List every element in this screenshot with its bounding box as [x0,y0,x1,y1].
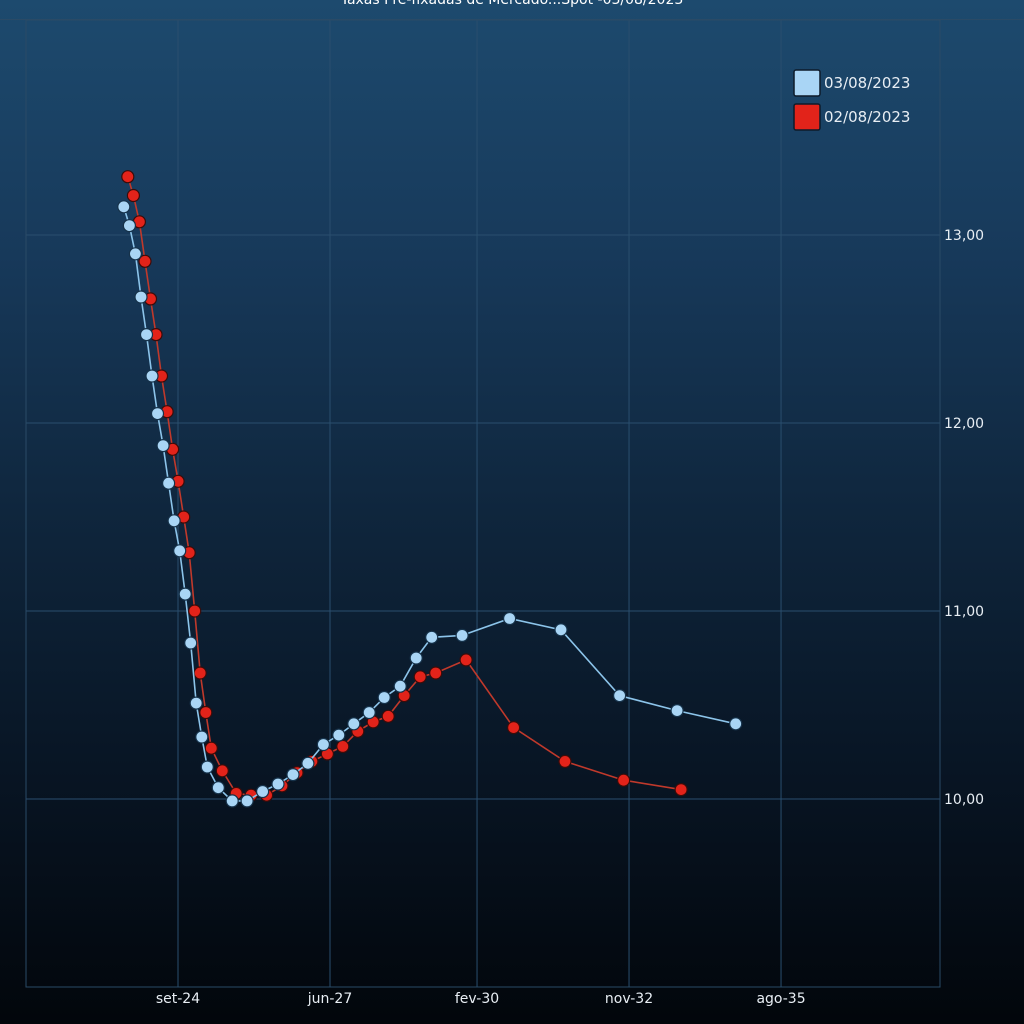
data-point [558,754,572,769]
data-point [195,730,209,744]
data-point [117,200,131,214]
data-point [362,705,376,720]
legend-label-series-1: 03/08/2023 [824,74,910,92]
data-point [138,254,152,268]
data-point [271,777,285,791]
data-point [256,784,270,799]
data-point [211,781,225,795]
data-point [204,741,218,755]
y-tick-label: 10,00 [944,792,984,808]
series-group [117,170,743,808]
y-tick-label: 11,00 [944,604,984,620]
y-tick-label: 12,00 [944,416,984,432]
data-point [145,369,159,383]
data-point [178,587,192,601]
data-point [729,717,743,731]
data-point [425,630,439,644]
chart-title: Taxas Pré-fixadas de Mercado...Spot -03/… [340,0,684,8]
data-point [134,290,148,304]
data-point [128,247,142,261]
data-point [554,623,568,637]
tick-labels: 10,00 11,00 12,00 13,00 set-24 jun-27 fev-30 no… [156,228,984,1007]
data-point [612,688,627,703]
series-1 [117,200,743,808]
data-point [156,439,170,453]
x-tick-label: jun-27 [307,991,353,1007]
data-point [393,679,407,693]
data-point [188,604,202,618]
grid [26,20,940,987]
data-point [503,611,517,626]
data-point [670,703,684,718]
data-point [199,705,213,720]
data-point [301,756,315,770]
data-point [189,696,203,710]
data-point [413,670,427,684]
data-point [167,514,181,528]
data-point [332,728,346,742]
series-line [123,206,736,802]
data-point [139,328,154,342]
data-point [184,636,198,650]
data-point [459,653,473,667]
legend-label-series-2: 02/08/2023 [824,108,910,126]
legend-swatch-series-1 [793,69,821,97]
y-tick-label: 13,00 [944,228,984,244]
data-point [674,782,688,797]
data-point [381,709,395,723]
data-point [377,690,391,705]
data-point [336,739,350,754]
data-point [506,720,521,735]
series-2 [121,170,688,802]
data-point [316,737,330,752]
data-point [173,544,187,558]
x-tick-label: nov-32 [605,991,653,1007]
data-point [347,717,361,731]
data-point [150,407,165,421]
legend-swatch-series-2 [793,103,821,131]
data-point [240,794,254,808]
plot-frame [25,19,941,988]
x-tick-label: set-24 [156,991,200,1007]
data-point [215,764,229,778]
x-tick-label: fev-30 [455,991,499,1007]
data-point [225,794,239,808]
series-line [127,176,682,797]
data-point [162,476,176,490]
data-point [286,767,300,782]
data-point [126,188,140,203]
data-point [455,628,469,643]
data-point [429,666,443,680]
data-point [121,170,135,184]
data-point [122,219,136,233]
x-tick-label: ago-35 [756,991,805,1007]
data-point [200,760,214,774]
data-point [616,773,631,787]
legend: 03/08/2023 02/08/2023 [793,69,910,131]
data-point [193,666,207,680]
data-point [409,651,423,665]
